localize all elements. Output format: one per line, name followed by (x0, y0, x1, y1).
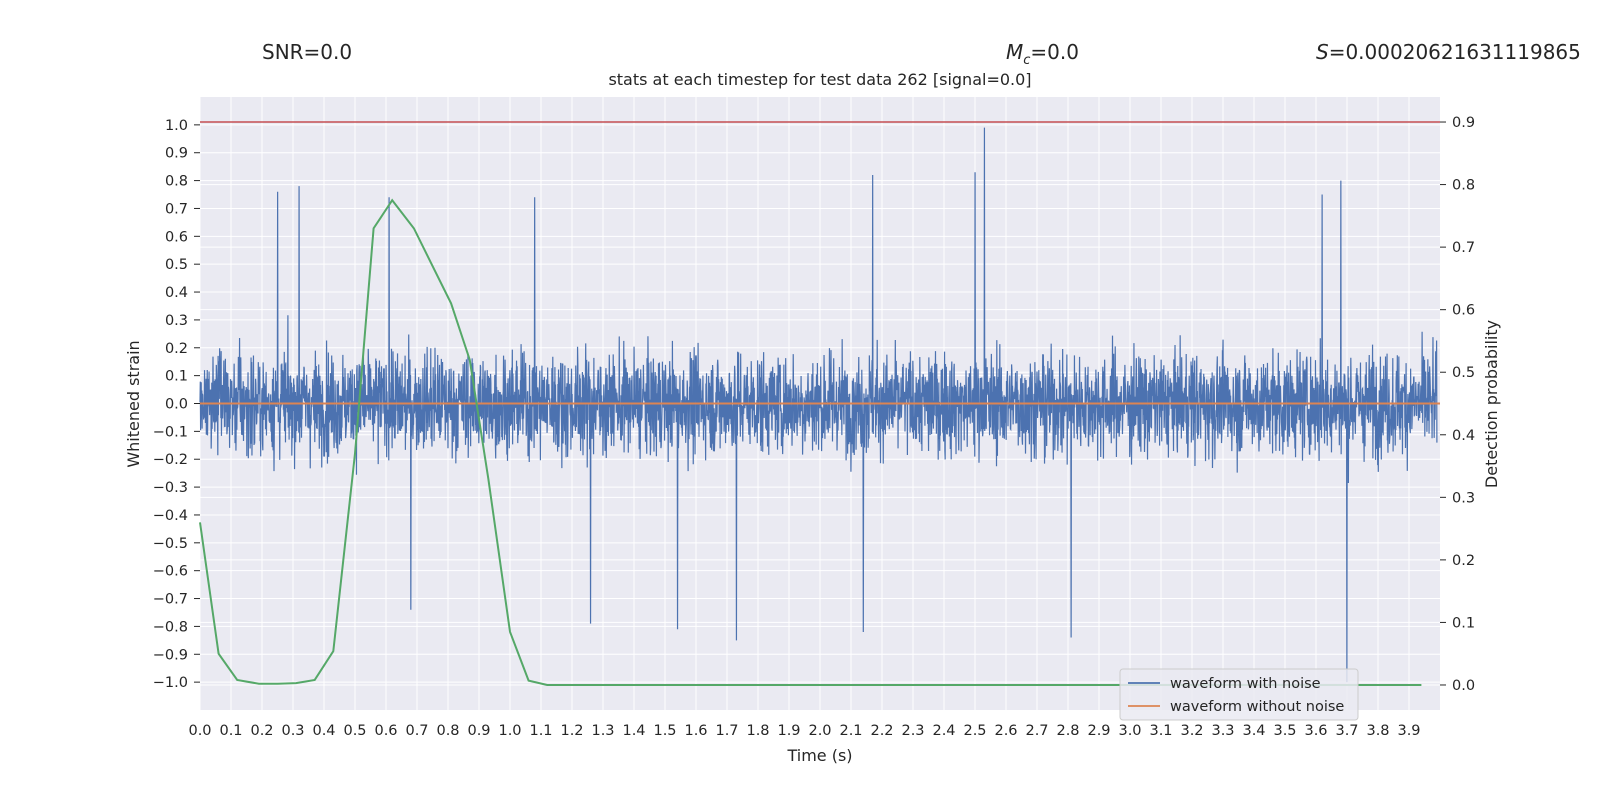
x-tick-label: 3.3 (1211, 723, 1234, 739)
x-tick-label: 2.8 (1056, 723, 1079, 739)
x-tick-label: 0.8 (436, 723, 459, 739)
y-tick-label-left: 0.5 (165, 257, 188, 273)
x-tick-label: 1.3 (591, 723, 614, 739)
y-tick-label-right: 0.7 (1452, 240, 1475, 256)
y-tick-label-left: −0.7 (153, 592, 188, 608)
detection-probability-line (199, 198, 1422, 686)
x-axis-label: Time (s) (786, 746, 852, 765)
s-symbol: S (1316, 40, 1329, 64)
x-tick-label: 0.1 (219, 723, 242, 739)
y-tick-label-left: 0.2 (165, 341, 188, 357)
x-tick-label: 2.6 (994, 723, 1017, 739)
mc-value: =0.0 (1030, 40, 1079, 64)
snr-stat: SNR=0.0 (262, 40, 352, 64)
y-tick-label-left: 0.3 (165, 313, 188, 329)
noise-waveform-line (199, 127, 1438, 683)
x-tick-label: 0.9 (467, 723, 490, 739)
legend-label-clean: waveform without noise (1170, 699, 1344, 715)
y-tick-label-left: −0.8 (153, 619, 188, 635)
y-tick-label-left: 0.0 (165, 397, 188, 413)
x-tick-label: 0.6 (374, 723, 397, 739)
y-tick-label-right: 0.8 (1452, 178, 1475, 194)
x-tick-label: 2.4 (932, 723, 955, 739)
x-tick-label: 2.2 (870, 723, 893, 739)
legend-box (1119, 668, 1359, 721)
mc-subscript: c (1023, 53, 1031, 68)
x-tick-label: 2.0 (808, 723, 831, 739)
tick-labels: 0.0 0.1 0.2 0.3 0.4 0.5 0.6 0.7 0.8 0.9 1.0 1.1 1.2 1… (153, 115, 1475, 739)
chart-title: stats at each timestep for test data 262… (608, 70, 1032, 89)
y-tick-label-left: −0.5 (153, 536, 188, 552)
x-tick-label: 3.1 (1149, 723, 1172, 739)
x-tick-label: 0.0 (188, 723, 211, 739)
x-tick-label: 0.3 (281, 723, 304, 739)
y-tick-label-right: 0.1 (1452, 615, 1475, 631)
x-tick-label: 3.5 (1273, 723, 1296, 739)
y-tick-label-left: 0.6 (165, 229, 188, 245)
y-tick-label-left: 0.9 (165, 146, 188, 162)
y-tick-label-left: −0.3 (153, 480, 188, 496)
mc-symbol: M (1006, 40, 1024, 64)
x-tick-label: 2.5 (963, 723, 986, 739)
line-series (199, 121, 1440, 686)
y-tick-label-left: 0.8 (165, 174, 188, 190)
x-tick-label: 2.1 (839, 723, 862, 739)
y-tick-label-right: 0.0 (1452, 678, 1475, 694)
x-tick-label: 3.6 (1304, 723, 1327, 739)
y-tick-label-left: 0.4 (165, 285, 188, 301)
y-tick-label-left: −0.9 (153, 647, 188, 663)
y-tick-label-left: 0.7 (165, 201, 188, 217)
x-tick-label: 2.3 (901, 723, 924, 739)
x-tick-label: 3.2 (1180, 723, 1203, 739)
y-tick-label-right: 0.3 (1452, 490, 1475, 506)
y-tick-label-left: −1.0 (153, 675, 188, 691)
x-tick-label: 1.0 (498, 723, 521, 739)
x-tick-label: 1.9 (777, 723, 800, 739)
legend-label-noise: waveform with noise (1170, 676, 1321, 692)
y-tick-label-right: 0.4 (1452, 428, 1475, 444)
y-tick-label-right: 0.2 (1452, 553, 1475, 569)
y-tick-label-left: −0.1 (153, 424, 188, 440)
chirp-mass-stat: Mc=0.0 (1006, 40, 1079, 68)
y-tick-label-left: 0.1 (165, 369, 188, 385)
y-tick-label-right: 0.6 (1452, 303, 1475, 319)
x-tick-label: 0.4 (312, 723, 335, 739)
y-tick-label-right: 0.5 (1452, 365, 1475, 381)
x-tick-label: 1.4 (622, 723, 645, 739)
x-tick-label: 3.0 (1118, 723, 1141, 739)
noise-waveform-series (199, 127, 1438, 683)
x-tick-label: 2.9 (1087, 723, 1110, 739)
y-axis-label-left: Whitened strain (124, 340, 143, 467)
x-tick-label: 0.7 (405, 723, 428, 739)
x-tick-label: 1.8 (746, 723, 769, 739)
y-tick-label-left: −0.2 (153, 452, 188, 468)
y-tick-label-left: −0.6 (153, 564, 188, 580)
x-tick-label: 0.5 (343, 723, 366, 739)
x-tick-label: 2.7 (1025, 723, 1048, 739)
s-value: =0.00020621631119865 (1328, 40, 1581, 64)
x-tick-label: 3.4 (1242, 723, 1265, 739)
x-tick-label: 0.2 (250, 723, 273, 739)
legend: waveform with noise waveform without noi… (1119, 668, 1359, 721)
x-tick-label: 1.7 (715, 723, 738, 739)
x-tick-label: 3.9 (1397, 723, 1420, 739)
x-tick-label: 1.5 (653, 723, 676, 739)
snr-label: SNR=0.0 (262, 40, 353, 64)
y-axis-label-right: Detection probability (1482, 320, 1501, 488)
x-tick-label: 3.7 (1335, 723, 1358, 739)
x-tick-label: 1.1 (529, 723, 552, 739)
y-tick-label-right: 0.9 (1452, 115, 1475, 131)
y-tick-label-left: 1.0 (165, 118, 188, 134)
s-stat: S=0.00020621631119865 (1316, 40, 1581, 64)
x-tick-label: 1.6 (684, 723, 707, 739)
y-tick-label-left: −0.4 (153, 508, 188, 524)
x-tick-label: 1.2 (560, 723, 583, 739)
x-tick-label: 3.8 (1366, 723, 1389, 739)
